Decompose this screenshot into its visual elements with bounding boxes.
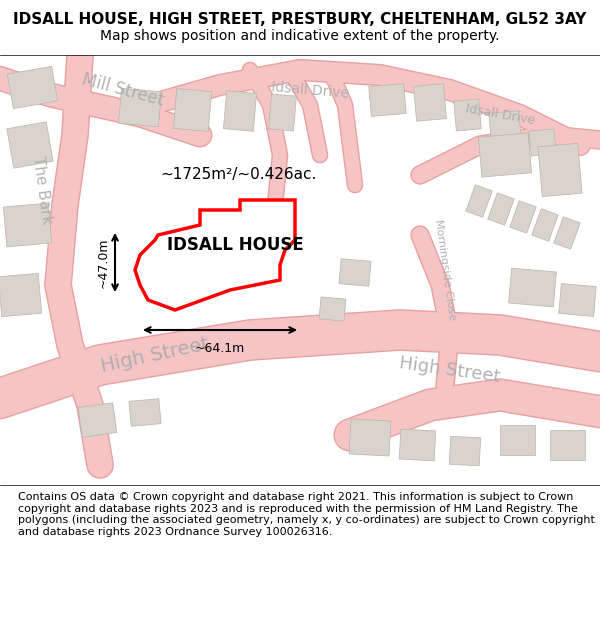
Polygon shape [78,402,117,437]
Text: Contains OS data © Crown copyright and database right 2021. This information is : Contains OS data © Crown copyright and d… [18,492,595,537]
Polygon shape [0,273,41,317]
Polygon shape [488,192,514,225]
Polygon shape [454,99,481,131]
Polygon shape [554,217,580,249]
Polygon shape [7,122,53,168]
Polygon shape [135,200,295,310]
Polygon shape [269,94,296,131]
Polygon shape [399,429,436,461]
Polygon shape [173,89,212,131]
Text: IDSALL HOUSE: IDSALL HOUSE [167,236,304,254]
Polygon shape [510,201,536,233]
Polygon shape [4,203,52,247]
Polygon shape [7,66,58,109]
Polygon shape [319,297,346,321]
Polygon shape [466,185,492,218]
Text: ~47.0m: ~47.0m [97,238,110,288]
Text: IDSALL HOUSE, HIGH STREET, PRESTBURY, CHELTENHAM, GL52 3AY: IDSALL HOUSE, HIGH STREET, PRESTBURY, CH… [13,12,587,27]
Text: High Street: High Street [398,354,502,386]
Polygon shape [349,419,391,456]
Polygon shape [413,84,446,121]
Polygon shape [529,129,556,156]
Polygon shape [509,268,556,307]
Polygon shape [489,111,521,141]
Polygon shape [478,133,532,177]
Polygon shape [500,425,535,455]
Polygon shape [532,209,558,241]
Polygon shape [538,143,582,197]
Polygon shape [339,259,371,286]
Text: Idsall Drive: Idsall Drive [464,102,536,127]
Polygon shape [559,284,596,316]
Polygon shape [449,436,481,466]
Text: ~1725m²/~0.426ac.: ~1725m²/~0.426ac. [160,168,316,182]
Polygon shape [369,84,406,116]
Text: High Street: High Street [99,334,211,376]
Text: The Bark: The Bark [30,155,54,225]
Polygon shape [550,430,585,460]
Text: Morningside Close: Morningside Close [433,219,457,321]
Polygon shape [119,88,161,127]
Text: Idsall Drive: Idsall Drive [271,79,349,101]
Polygon shape [223,91,257,131]
Polygon shape [129,399,161,426]
Text: Map shows position and indicative extent of the property.: Map shows position and indicative extent… [100,29,500,43]
Text: Mill Street: Mill Street [80,71,166,109]
Text: ~64.1m: ~64.1m [195,342,245,355]
